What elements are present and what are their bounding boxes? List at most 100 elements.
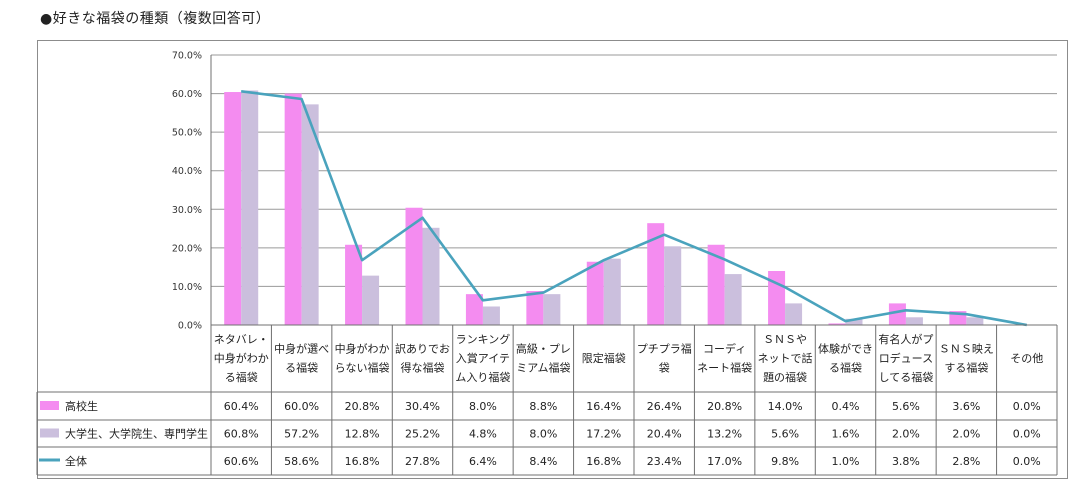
category-label: 限定福袋 (582, 351, 626, 365)
category-label: 中身がわか (335, 342, 390, 356)
category-label: らない福袋 (335, 361, 390, 375)
category-label: る福袋 (225, 370, 258, 384)
category-label: る福袋 (829, 361, 862, 375)
bar (465, 294, 483, 325)
data-value-label: 27.8% (405, 455, 440, 468)
legend-label: 高校生 (65, 399, 98, 413)
category-label: ミアム福袋 (516, 361, 570, 375)
data-value-label: 8.8% (529, 400, 557, 413)
chart-title: ●好きな福袋の種類（複数回答可） (40, 11, 271, 27)
data-value-label: 8.4% (529, 455, 557, 468)
bar (647, 223, 665, 325)
category-label: ロデュース (879, 351, 933, 365)
legend-label: 全体 (65, 454, 87, 468)
category-label: ランキング (456, 332, 511, 346)
bar (543, 294, 561, 325)
bar (224, 92, 242, 326)
bar (284, 93, 302, 325)
category-label: 体験ができ (818, 342, 873, 356)
data-value-label: 23.4% (647, 455, 682, 468)
bar (828, 323, 846, 325)
bar (482, 306, 500, 325)
bar (526, 291, 544, 325)
data-value-label: 16.8% (345, 455, 380, 468)
bar (966, 317, 984, 325)
y-tick-label: 70.0% (172, 51, 202, 62)
category-label: 中身が選べ (274, 342, 329, 356)
data-value-label: 3.8% (892, 455, 920, 468)
category-label: してる福袋 (879, 370, 934, 384)
data-value-label: 1.0% (832, 455, 860, 468)
data-value-label: 13.2% (707, 428, 742, 441)
bar (888, 303, 906, 325)
category-label: ネタバレ・ (214, 333, 269, 346)
data-value-label: 0.0% (1013, 400, 1041, 413)
category-label: ＳＮＳ映え (939, 343, 994, 356)
data-value-label: 58.6% (284, 455, 319, 468)
y-tick-label: 20.0% (172, 243, 202, 254)
y-tick-label: 50.0% (172, 128, 202, 139)
y-tick-label: 40.0% (172, 166, 202, 177)
category-label: ム入り福袋 (455, 370, 510, 384)
data-value-label: 5.6% (771, 428, 799, 441)
series-line (241, 90, 1028, 327)
category-label: 訳ありでお (395, 342, 450, 356)
bar (785, 303, 803, 325)
category-label: ネットで話 (758, 351, 813, 365)
bar (768, 271, 786, 325)
data-value-label: 60.8% (224, 428, 259, 441)
bar (241, 90, 259, 325)
category-label: ＳＮＳや (763, 333, 807, 346)
chart-frame (37, 40, 1068, 479)
category-label: 中身がわか (214, 351, 269, 365)
data-value-label: 1.6% (832, 428, 860, 441)
data-value-label: 4.8% (469, 428, 497, 441)
category-label: コーディ (703, 342, 746, 356)
category-label: プチプラ福 (637, 342, 692, 356)
data-value-label: 20.8% (345, 400, 380, 413)
data-value-label: 9.8% (771, 455, 799, 468)
bar (422, 227, 440, 325)
legend-swatch (40, 401, 59, 410)
data-value-label: 26.4% (647, 400, 682, 413)
data-value-label: 0.4% (832, 400, 860, 413)
data-value-label: 20.8% (707, 400, 742, 413)
data-value-label: 20.4% (647, 428, 682, 441)
bar (664, 246, 682, 325)
y-tick-label: 10.0% (172, 282, 202, 293)
category-label: 高級・プレ (516, 342, 571, 356)
bar (301, 104, 319, 325)
data-value-label: 16.4% (586, 400, 621, 413)
bar (905, 317, 923, 325)
bar (405, 207, 423, 325)
y-tick-label: 60.0% (172, 89, 202, 100)
y-tick-label: 30.0% (172, 205, 202, 216)
data-value-label: 3.6% (952, 400, 980, 413)
data-value-label: 0.0% (1013, 455, 1041, 468)
data-value-label: 0.0% (1013, 428, 1041, 441)
bar (707, 244, 725, 325)
category-label: 袋 (659, 361, 670, 375)
data-value-label: 14.0% (768, 400, 803, 413)
data-value-label: 30.4% (405, 400, 440, 413)
data-value-label: 60.6% (224, 455, 259, 468)
category-label: ネート福袋 (697, 361, 752, 375)
data-value-label: 2.0% (952, 428, 980, 441)
data-value-label: 60.4% (224, 400, 259, 413)
bar (362, 275, 380, 325)
data-value-label: 57.2% (284, 428, 319, 441)
data-value-label: 2.0% (892, 428, 920, 441)
legend-swatch (40, 428, 59, 438)
category-label: 題の福袋 (763, 370, 807, 384)
bar (586, 261, 604, 325)
data-value-label: 8.0% (529, 428, 557, 441)
legend-label: 大学生、大学院生、専門学生 (65, 427, 208, 441)
data-value-label: 5.6% (892, 400, 920, 413)
y-tick-label: 0.0% (178, 321, 202, 332)
category-label: る福袋 (285, 361, 318, 375)
category-label: する福袋 (944, 361, 988, 375)
data-value-label: 16.8% (586, 455, 621, 468)
category-label: 入賞アイテ (456, 352, 510, 365)
bar (845, 318, 863, 325)
